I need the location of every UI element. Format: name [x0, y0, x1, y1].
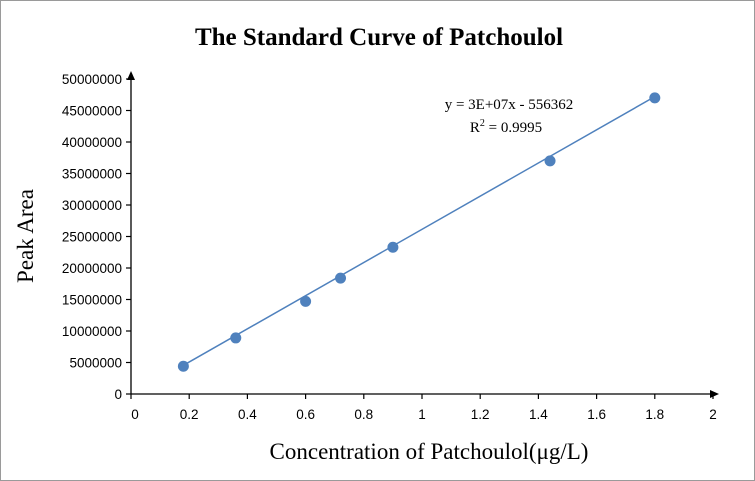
- y-axis-title: Peak Area: [13, 189, 38, 283]
- x-tick-label: 0.6: [296, 407, 315, 422]
- y-tick-label: 40000000: [62, 135, 122, 150]
- data-point: [300, 295, 312, 307]
- r-squared-exponent: 2: [480, 118, 485, 129]
- y-tick-label: 0: [114, 387, 122, 402]
- x-tick-label: 0.4: [238, 407, 257, 422]
- y-tick-label: 10000000: [62, 324, 122, 339]
- y-tick-label: 35000000: [62, 167, 122, 182]
- data-points: [177, 92, 661, 372]
- trendline: [183, 95, 656, 366]
- x-tick-label: 1.4: [529, 407, 548, 422]
- x-tick-label: 1.8: [645, 407, 664, 422]
- y-tick-label: 5000000: [69, 356, 122, 371]
- x-tick-label: 0.2: [180, 407, 199, 422]
- y-tick-label: 15000000: [62, 293, 122, 308]
- x-axis-title: Concentration of Patchoulol(μg/L): [270, 439, 589, 464]
- data-point: [177, 360, 189, 372]
- y-axis-arrow: [127, 71, 135, 80]
- y-tick-group: 0 5000000 10000000 15000000 20000000 25000000…: [62, 72, 131, 402]
- y-tick-label: 20000000: [62, 261, 122, 276]
- x-tick-group: 0 0.2 0.4 0.6 0.8 1 1.2 1.4 1.6 1.8 2: [130, 394, 717, 422]
- x-tick-label: 0.8: [354, 407, 373, 422]
- data-point: [230, 332, 242, 344]
- chart-title: The Standard Curve of Patchoulol: [195, 24, 563, 51]
- x-axis-arrow: [710, 390, 719, 398]
- y-tick-label: 25000000: [62, 230, 122, 245]
- y-tick-label: 30000000: [62, 198, 122, 213]
- r-squared-label: R2 = 0.9995: [470, 118, 542, 136]
- x-tick-label: 1.2: [471, 407, 490, 422]
- data-point: [387, 241, 399, 253]
- x-tick-label: 1.6: [587, 407, 606, 422]
- data-point: [335, 272, 347, 284]
- y-tick-label: 50000000: [62, 72, 122, 87]
- x-tick-label: 2: [709, 407, 717, 422]
- x-tick-label: 1: [418, 407, 426, 422]
- equation-label: y = 3E+07x - 556362: [445, 97, 574, 113]
- r-squared-value: = 0.9995: [485, 120, 542, 136]
- data-point: [544, 155, 556, 167]
- x-tick-label: 0: [131, 407, 139, 422]
- r-squared-prefix: R: [470, 120, 480, 136]
- data-point: [649, 92, 661, 104]
- y-tick-label: 45000000: [62, 104, 122, 119]
